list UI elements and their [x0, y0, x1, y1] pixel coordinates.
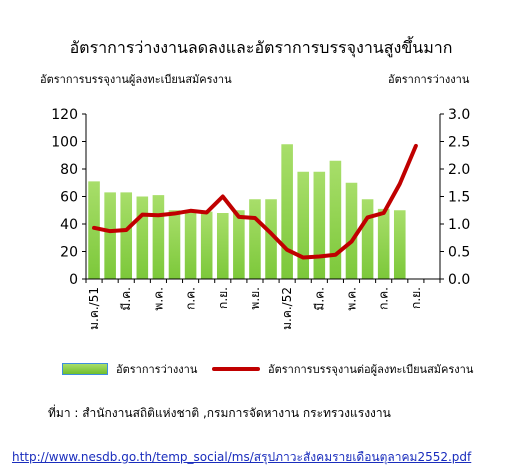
- legend-bar-entry: อัตราการว่างงาน: [62, 360, 197, 378]
- x-tick-label: ก.ค.: [184, 287, 198, 310]
- combo-chart: 0 20 40 60 80 100 120 0.0 0.5 1.0 1.5 2.0 2.5 3.0 ม.ค.…: [51, 107, 470, 330]
- left-tick-label: 20: [60, 245, 78, 261]
- bar: [313, 171, 326, 279]
- right-tick-label: 1.0: [448, 217, 470, 233]
- bar: [233, 210, 245, 279]
- bar: [136, 196, 149, 279]
- chart-title: อัตราการว่างงานลดลงและอัตราการบรรจุงานสู…: [69, 38, 453, 57]
- x-tick-label: พ.ค.: [345, 287, 359, 311]
- left-tick-label: 60: [60, 190, 78, 206]
- bar: [281, 144, 293, 279]
- legend-line-swatch: [212, 367, 260, 371]
- legend-line-entry: อัตราการบรรจุงานต่อผู้ลงทะเบียนสมัครงาน: [212, 360, 473, 378]
- bar: [200, 211, 213, 279]
- bar: [152, 195, 165, 279]
- x-tick-label: ก.ย.: [216, 287, 230, 309]
- right-tick-label: 0.0: [448, 272, 470, 288]
- right-axis-label: อัตราการว่างงาน: [388, 73, 470, 86]
- left-tick-label: 120: [51, 107, 78, 123]
- x-tick-label: ม.ค./52: [280, 287, 294, 330]
- x-tick-label: มี.ค.: [312, 287, 326, 311]
- left-tick-label: 100: [51, 135, 78, 151]
- legend-line-label: อัตราการบรรจุงานต่อผู้ลงทะเบียนสมัครงาน: [268, 363, 474, 376]
- x-tick-label: ก.ย.: [409, 287, 423, 309]
- source-note: ที่มา : สำนักงานสถิติแห่งชาติ ,กรมการจัด…: [48, 406, 391, 420]
- x-tick-label: มี.ค.: [119, 287, 133, 311]
- bar: [329, 160, 342, 279]
- bar: [265, 199, 277, 279]
- x-tick-label: พ.ค.: [151, 287, 165, 311]
- x-tick-label: ม.ค./51: [87, 287, 101, 330]
- bar: [120, 192, 133, 279]
- bar: [297, 171, 310, 279]
- right-tick-label: 3.0: [448, 107, 470, 123]
- bar: [104, 192, 116, 279]
- bar: [88, 181, 100, 279]
- right-tick-label: 1.5: [448, 190, 470, 206]
- x-tick-label: ก.ค.: [377, 287, 391, 310]
- line-series: [92, 143, 418, 260]
- left-tick-label: 80: [60, 162, 78, 178]
- right-tick-label: 0.5: [448, 245, 470, 261]
- source-url-link[interactable]: http://www.nesdb.go.th/temp_social/ms/สร…: [12, 450, 472, 464]
- bar: [184, 210, 197, 279]
- bar: [345, 182, 358, 279]
- bar: [377, 208, 390, 279]
- bar: [216, 213, 229, 279]
- left-tick-label: 0: [69, 272, 78, 288]
- right-tick-label: 2.0: [448, 162, 470, 178]
- bar: [393, 210, 406, 279]
- right-tick-label: 2.5: [448, 135, 470, 151]
- bar: [168, 210, 181, 279]
- legend-bar-swatch: [62, 363, 108, 375]
- bar: [361, 199, 374, 279]
- bar: [249, 199, 261, 279]
- left-tick-label: 40: [60, 217, 78, 233]
- legend-bar-label: อัตราการว่างงาน: [116, 363, 198, 376]
- x-tick-label: พ.ย.: [248, 287, 262, 310]
- left-axis-label: อัตราการบรรจุงานผู้ลงทะเบียนสมัครงาน: [40, 73, 232, 86]
